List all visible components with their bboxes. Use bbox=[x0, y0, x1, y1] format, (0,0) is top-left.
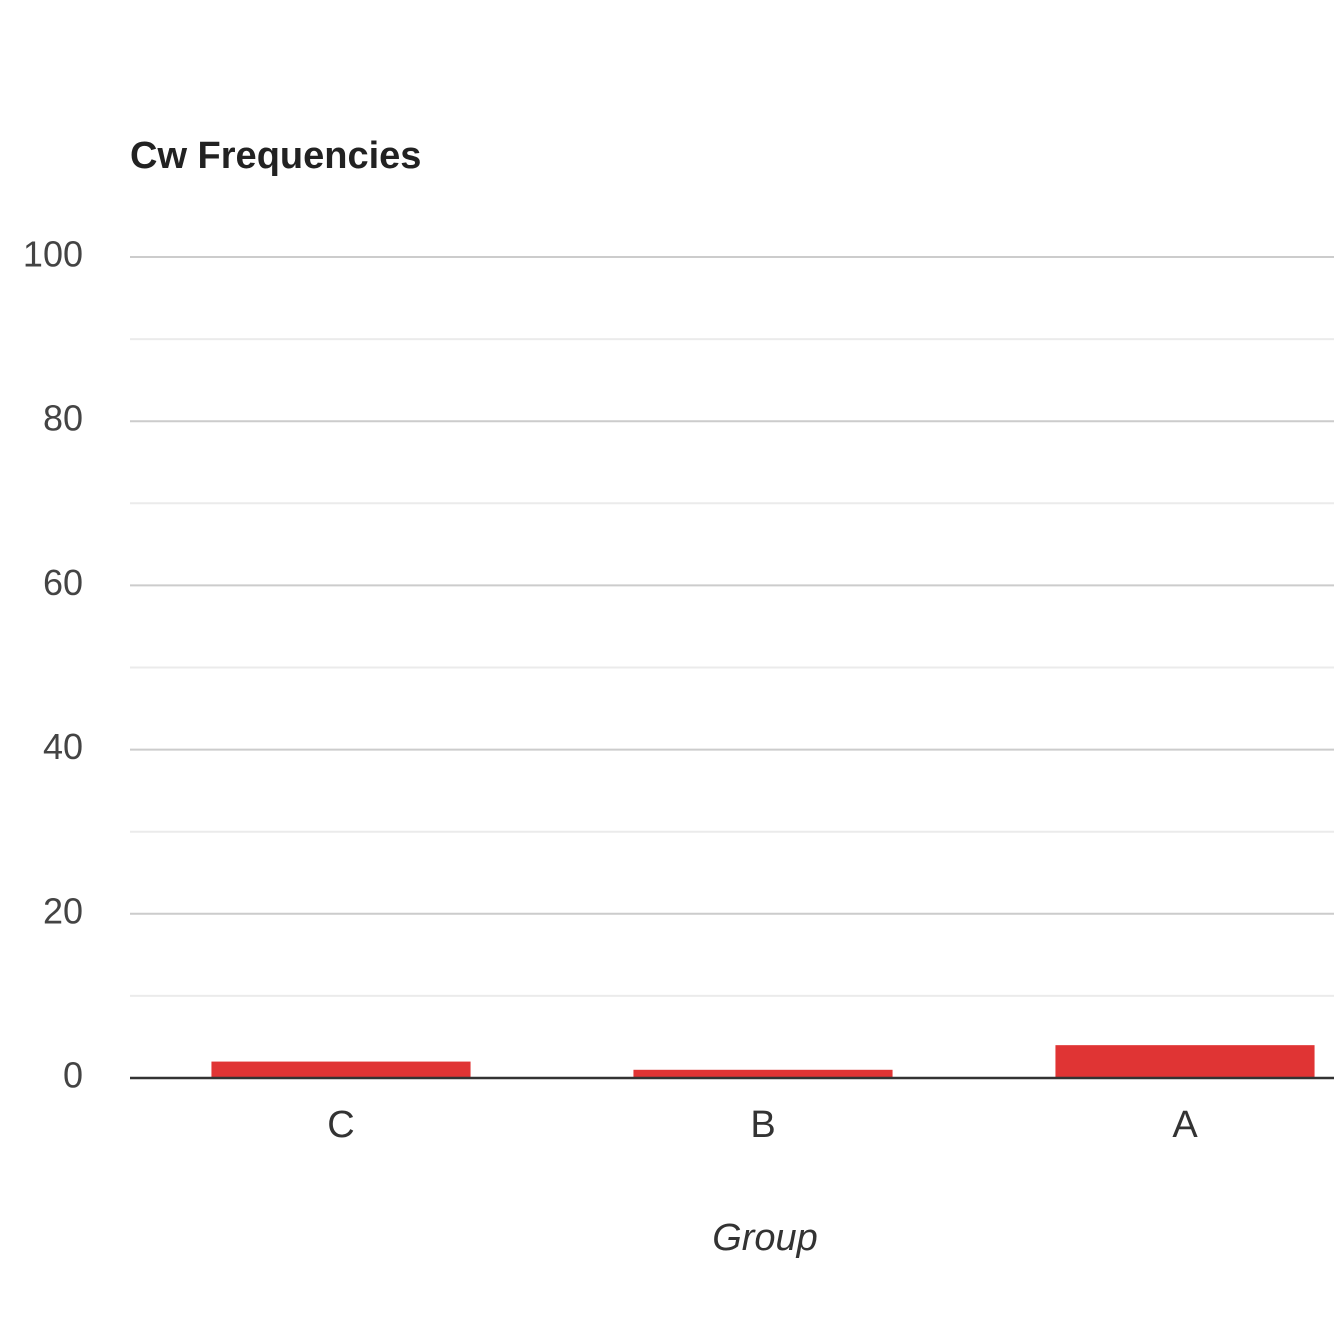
y-tick-label: 60 bbox=[43, 562, 83, 603]
y-tick-label: 40 bbox=[43, 726, 83, 767]
x-tick-label: C bbox=[327, 1104, 354, 1146]
x-axis-title: Group bbox=[712, 1217, 818, 1259]
y-tick-label: 0 bbox=[63, 1055, 83, 1096]
bar bbox=[211, 1061, 471, 1078]
y-tick-label: 80 bbox=[43, 398, 83, 439]
bar bbox=[1055, 1045, 1315, 1078]
y-tick-label: 20 bbox=[43, 890, 83, 931]
x-tick-label: A bbox=[1172, 1104, 1198, 1146]
y-tick-label: 100 bbox=[23, 234, 83, 275]
x-tick-label: B bbox=[750, 1104, 775, 1146]
chart-title: Cw Frequencies bbox=[130, 135, 421, 177]
bar bbox=[633, 1069, 893, 1078]
